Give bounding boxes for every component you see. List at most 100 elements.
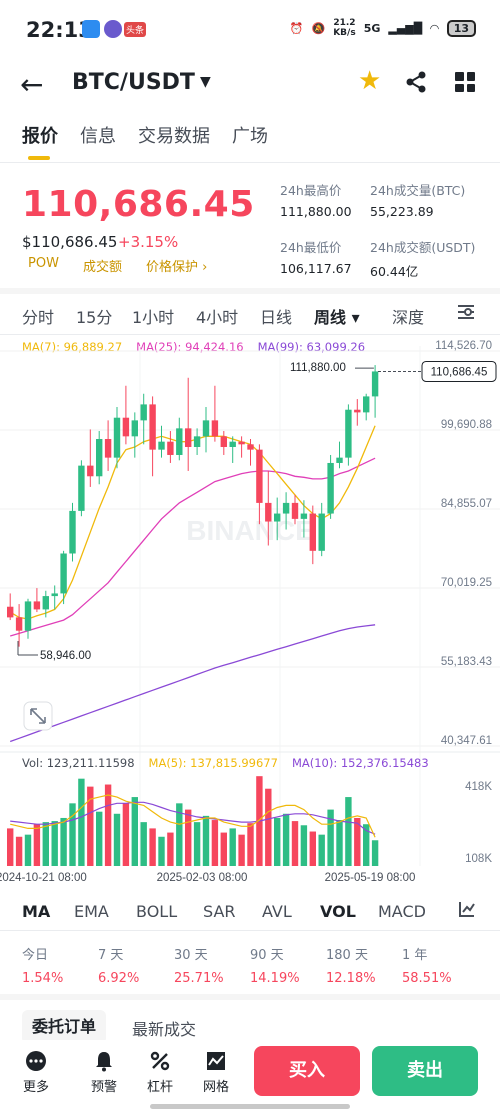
- sell-button[interactable]: 卖出: [372, 1046, 478, 1096]
- candle: [42, 596, 49, 610]
- interval-weekly[interactable]: 周线 ▾: [314, 308, 360, 327]
- perf-value: 6.92%: [98, 971, 140, 986]
- perf-label: 今日: [22, 948, 49, 963]
- vol-legend-value: Vol: 123,211.11598: [22, 756, 135, 770]
- arrow-left-icon[interactable]: ←: [20, 68, 44, 101]
- indicator-divider: [0, 930, 500, 931]
- tab-trading-data[interactable]: 交易数据: [138, 126, 210, 147]
- volume-bar: [265, 788, 272, 866]
- volume-bar: [149, 828, 156, 866]
- bell-icon: [96, 1052, 112, 1072]
- volume-bar: [220, 832, 227, 866]
- interval-1h[interactable]: 1小时: [132, 308, 175, 327]
- y-tick-label: 84,855.07: [441, 498, 492, 510]
- more-button[interactable]: 更多: [14, 1050, 58, 1095]
- candle: [104, 439, 112, 458]
- interval-15m[interactable]: 15分: [76, 308, 113, 327]
- home-indicator[interactable]: [150, 1104, 350, 1109]
- chart-settings-icon[interactable]: [456, 302, 476, 322]
- star-icon[interactable]: ★: [358, 66, 382, 96]
- leverage-button[interactable]: 杠杆: [138, 1050, 182, 1095]
- candle: [158, 441, 165, 450]
- tab-latest-trades[interactable]: 最新成交: [132, 1020, 197, 1039]
- vol-btc-label: 24h成交量(BTC): [370, 183, 466, 198]
- ind-macd[interactable]: MACD: [378, 902, 426, 921]
- caret-down-icon[interactable]: ▼: [200, 74, 211, 90]
- perf-value: 25.71%: [174, 971, 224, 986]
- network-type: 5G: [363, 21, 381, 35]
- buy-button[interactable]: 买入: [254, 1046, 360, 1096]
- x-tick-label: 2025-02-03 08:00: [157, 872, 248, 884]
- perf-value: 58.51%: [402, 971, 452, 986]
- perf-label: 180 天: [326, 948, 368, 963]
- interval-daily[interactable]: 日线: [260, 308, 293, 327]
- vol-usdt-value: 60.44亿: [370, 264, 419, 279]
- share-icon[interactable]: [404, 70, 428, 94]
- speed-value: 21.2: [333, 18, 356, 28]
- volume-bar: [24, 834, 32, 866]
- header: ← BTC/USDT ▼ ★: [0, 58, 500, 110]
- tag-pow[interactable]: POW: [28, 256, 59, 271]
- candle: [60, 553, 67, 594]
- tab-square[interactable]: 广场: [232, 126, 268, 147]
- volume-bar: [318, 834, 325, 866]
- tag-turnover[interactable]: 成交额: [82, 260, 122, 275]
- ind-sar[interactable]: SAR: [203, 902, 236, 921]
- ind-vol[interactable]: VOL: [320, 902, 356, 921]
- ind-boll[interactable]: BOLL: [136, 902, 178, 921]
- candle: [122, 417, 130, 437]
- vol-btc-value: 55,223.89: [370, 204, 434, 219]
- tab-info[interactable]: 信息: [80, 126, 116, 147]
- interval-tabs: 分时 15分 1小时 4小时 日线 周线 ▾ 深度: [0, 304, 500, 328]
- volume-bar: [122, 803, 130, 866]
- candle: [96, 439, 103, 477]
- vol-legend: Vol: 123,211.11598 MA(5): 137,815.99677 …: [22, 756, 429, 770]
- interval-timeshare[interactable]: 分时: [22, 308, 55, 327]
- percent-icon: [150, 1051, 170, 1071]
- low-marker-label: 58,946.00: [40, 650, 91, 662]
- candlestick-chart[interactable]: 114,526.70 99,690.88 84,855.07 70,019.25 55,…: [0, 336, 500, 896]
- interval-4h[interactable]: 4小时: [196, 308, 239, 327]
- indicator-settings-icon[interactable]: [458, 900, 476, 918]
- expand-arrows-icon: [30, 708, 46, 724]
- candle: [69, 510, 76, 554]
- volume-bar: [363, 824, 370, 866]
- perf-30d: 30 天 25.71%: [174, 944, 224, 986]
- perf-label: 90 天: [250, 948, 284, 963]
- vol-ma5-line: [10, 794, 376, 838]
- candle: [24, 601, 32, 631]
- volume-bar: [211, 820, 219, 866]
- interval-depth[interactable]: 深度: [392, 308, 425, 327]
- ind-avl[interactable]: AVL: [262, 902, 292, 921]
- candle: [238, 441, 245, 445]
- volume-bar: [131, 797, 138, 866]
- volume-bar: [33, 824, 41, 866]
- candle: [354, 409, 361, 413]
- candle: [7, 606, 14, 618]
- low-label: 24h最低价: [280, 240, 342, 255]
- volume-bar: [158, 836, 165, 866]
- ind-ma[interactable]: MA: [22, 902, 51, 921]
- volume-bar: [354, 817, 361, 866]
- candle: [78, 465, 85, 511]
- candle: [363, 396, 370, 413]
- grid-icon[interactable]: [455, 72, 475, 92]
- signal-icon: ▂▄▆█: [388, 21, 423, 35]
- y-tick-label: 70,019.25: [441, 577, 492, 589]
- y-tick-label: 40,347.61: [441, 735, 492, 747]
- candle: [229, 441, 236, 447]
- ind-ema[interactable]: EMA: [74, 902, 109, 921]
- candle: [282, 502, 290, 514]
- tabs-divider: [0, 162, 500, 163]
- grid-trading-button[interactable]: 网格: [194, 1050, 238, 1095]
- tag-price-protection[interactable]: 价格保护 ›: [145, 260, 208, 275]
- vol-tick-label: 418K: [465, 781, 492, 793]
- alert-button[interactable]: 预警: [82, 1050, 126, 1095]
- tab-quote[interactable]: 报价: [22, 122, 58, 160]
- volume-bar: [51, 821, 58, 866]
- tab-open-orders[interactable]: 委托订单: [22, 1010, 107, 1044]
- pair-title[interactable]: BTC/USDT: [72, 70, 195, 95]
- network-speed: 21.2 KB/s: [333, 18, 355, 38]
- main-tabs: 报价 信息 交易数据 广场: [22, 122, 268, 160]
- high-marker-label: 111,880.00: [290, 362, 346, 374]
